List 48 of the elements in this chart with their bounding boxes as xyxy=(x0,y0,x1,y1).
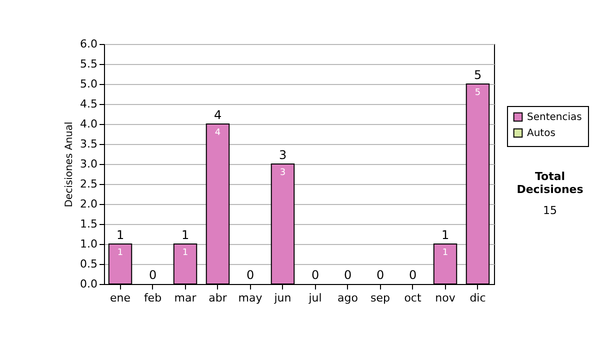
x-tick-label: ene xyxy=(110,292,131,304)
data-label: 1 xyxy=(117,248,124,258)
y-tick-label: 4.5 xyxy=(80,98,98,110)
x-tick-label: dic xyxy=(470,292,486,304)
y-tick-label: 5.5 xyxy=(80,58,98,70)
legend-label: Autos xyxy=(527,128,556,139)
y-tick-label: 2.0 xyxy=(80,198,98,210)
x-tick-label: nov xyxy=(435,292,456,304)
total-label: 4 xyxy=(214,108,222,122)
total-label: 3 xyxy=(278,148,287,162)
total-label: 1 xyxy=(441,228,450,242)
x-tick-label: ago xyxy=(338,292,358,304)
total-label: 0 xyxy=(376,268,384,282)
x-tick-label: jun xyxy=(273,292,292,304)
data-label: 1 xyxy=(442,248,448,258)
x-tick-label: mar xyxy=(174,292,197,304)
y-tick-label: 0.5 xyxy=(80,258,98,270)
x-tick-label: sep xyxy=(370,292,390,304)
text: 15 xyxy=(542,204,558,217)
y-tick-label: 3.5 xyxy=(80,138,98,150)
y-tick-label: 1.5 xyxy=(80,218,98,230)
x-tick-label: oct xyxy=(404,292,422,304)
total-label: 0 xyxy=(344,268,352,282)
total-label: 0 xyxy=(311,268,320,282)
total-label: 0 xyxy=(408,268,417,282)
y-tick-label: 0.0 xyxy=(80,278,98,290)
data-label: 4 xyxy=(214,128,221,138)
y-tick-label: 3.0 xyxy=(80,158,98,170)
y-axis-title: Decisiones Anual xyxy=(64,122,76,208)
x-tick-label: abr xyxy=(208,292,228,304)
total-label: 0 xyxy=(246,268,254,282)
data-label: 1 xyxy=(182,248,188,258)
y-tick-label: 6.0 xyxy=(80,38,98,50)
legend-label: Sentencias xyxy=(527,112,582,123)
y-tick-label: 2.5 xyxy=(80,178,98,190)
y-tick-label: 1.0 xyxy=(80,238,98,250)
y-tick-label: 4.0 xyxy=(80,118,98,130)
total-label: 5 xyxy=(474,68,482,82)
total-label: 0 xyxy=(148,268,157,282)
total-label: 1 xyxy=(116,228,124,242)
y-tick-label: 5.0 xyxy=(80,78,98,90)
data-label: 5 xyxy=(474,88,481,98)
x-tick-label: feb xyxy=(144,292,162,304)
text: Total Decisiones xyxy=(516,170,584,196)
x-tick-label: may xyxy=(238,292,263,304)
x-tick-label: jul xyxy=(308,292,322,304)
data-label: 3 xyxy=(280,168,286,178)
total-label: 1 xyxy=(181,228,190,242)
